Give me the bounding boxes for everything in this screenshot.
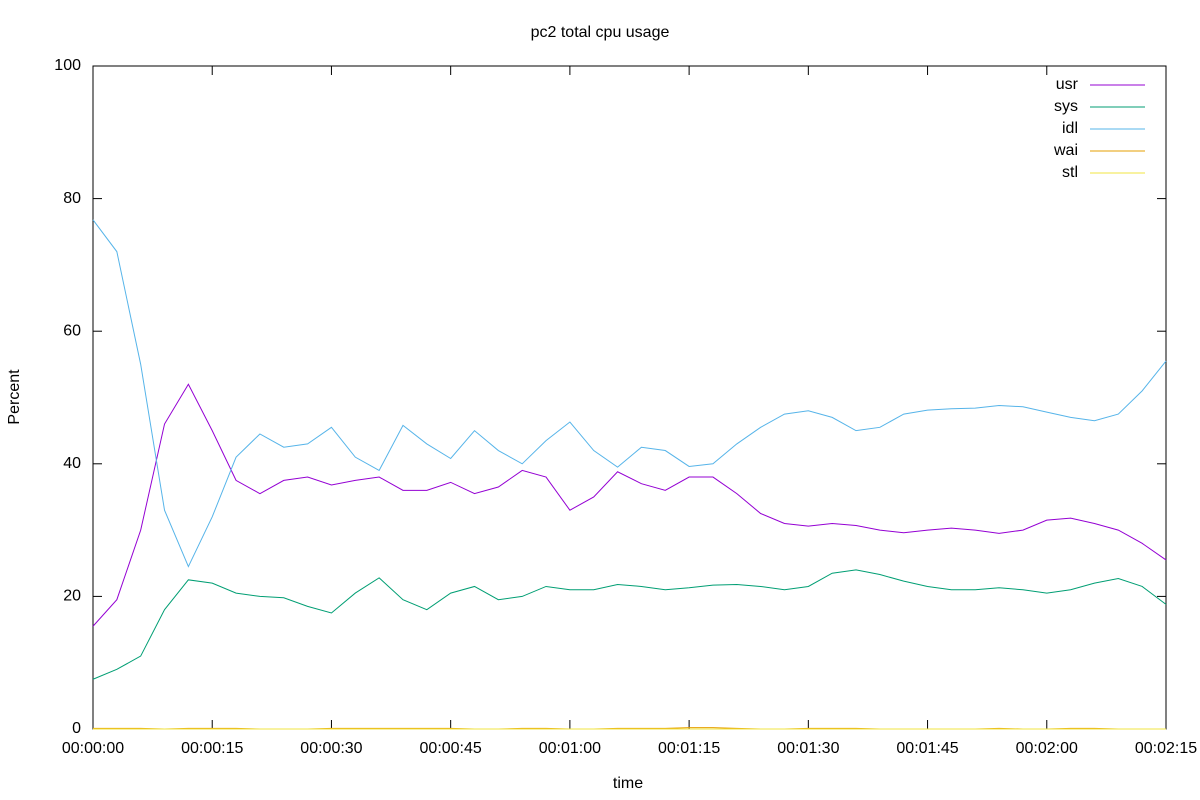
series-line <box>92 569 1167 680</box>
legend-label: idl <box>1062 120 1078 137</box>
y-tick-label: 80 <box>63 190 81 207</box>
x-tick-label: 00:01:45 <box>896 740 958 757</box>
x-tick-label: 00:00:30 <box>300 740 362 757</box>
x-tick-label: 00:00:45 <box>420 740 482 757</box>
x-tick-label: 00:00:15 <box>181 740 243 757</box>
x-tick-label: 00:01:30 <box>777 740 839 757</box>
x-tick-label: 00:01:15 <box>658 740 720 757</box>
legend-label: wai <box>1053 142 1078 159</box>
y-tick-label: 0 <box>72 720 81 737</box>
y-axis-label: Percent <box>6 369 23 425</box>
y-tick-label: 60 <box>63 322 81 339</box>
x-axis-label: time <box>613 775 643 792</box>
y-tick-label: 40 <box>63 455 81 472</box>
series-line <box>92 383 1167 627</box>
x-tick-label: 00:02:15 <box>1135 740 1197 757</box>
x-tick-label: 00:00:00 <box>62 740 124 757</box>
x-tick-label: 00:01:00 <box>539 740 601 757</box>
x-tick-label: 00:02:00 <box>1016 740 1078 757</box>
legend-label: sys <box>1054 98 1078 115</box>
y-tick-label: 100 <box>54 57 81 74</box>
legend-label: stl <box>1062 164 1078 181</box>
legend-label: usr <box>1056 76 1079 93</box>
y-tick-label: 20 <box>63 588 81 605</box>
series-line <box>92 219 1167 568</box>
chart-title: pc2 total cpu usage <box>531 24 670 41</box>
